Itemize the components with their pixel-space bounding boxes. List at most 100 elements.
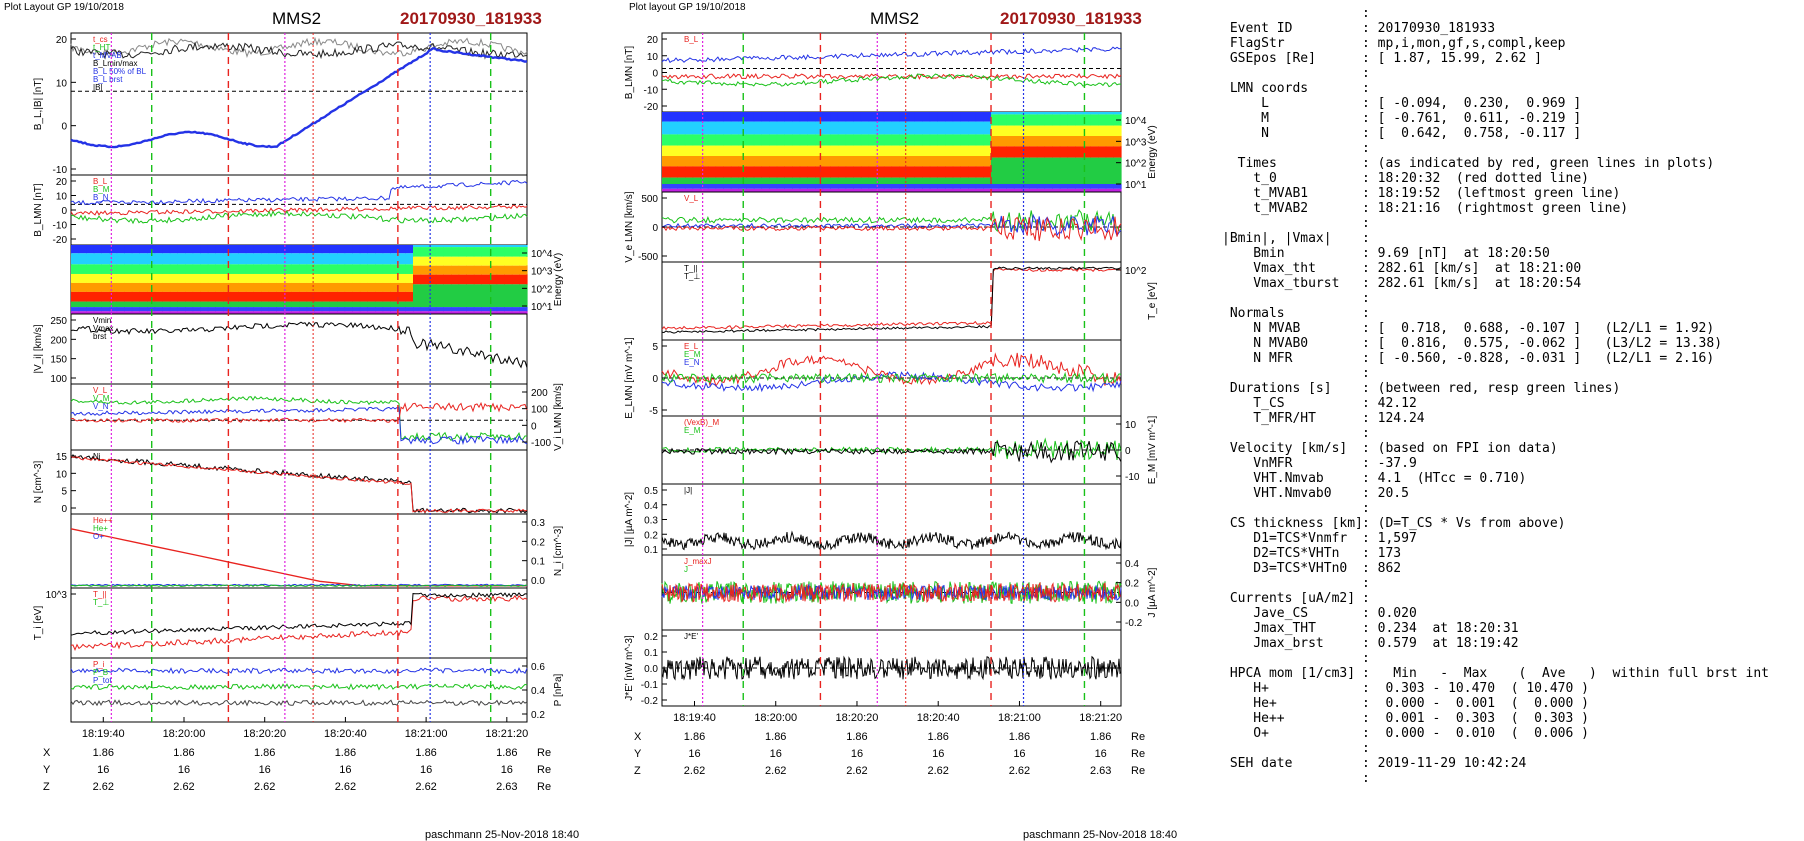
- info-key: Normals: [1222, 306, 1285, 321]
- coord-value: 2.62: [765, 765, 786, 777]
- spectrogram-cell: [511, 274, 520, 285]
- spectrogram-cell: [177, 273, 186, 283]
- spectrogram-cell: [352, 273, 361, 283]
- spectrogram-cell: [876, 145, 885, 156]
- info-row: :: [1222, 651, 1769, 666]
- spectrogram-cell: [1082, 136, 1091, 147]
- spectrogram-cell: [1036, 125, 1046, 136]
- spectrogram-cell: [420, 311, 429, 314]
- spectrogram-cell: [975, 177, 984, 184]
- spectrogram-cell: [489, 284, 498, 308]
- spectrogram-cell: [291, 273, 300, 283]
- axis-label: E_LMN [mV m^-1]: [624, 337, 635, 419]
- spectrogram-cell: [906, 177, 916, 184]
- spectrogram-cell: [131, 307, 140, 312]
- spectrogram-cell: [291, 245, 300, 254]
- spectrogram-cell: [1021, 188, 1030, 192]
- spectrogram-cell: [169, 245, 178, 254]
- spectrogram-cell: [207, 311, 216, 314]
- spectrogram-cell: [860, 166, 870, 178]
- spectrogram-cell: [139, 307, 148, 312]
- spectrogram-cell: [481, 311, 490, 314]
- spectrogram-cell: [937, 188, 946, 192]
- spectrogram-cell: [352, 264, 361, 274]
- spectrogram-cell: [306, 273, 315, 283]
- tick-label: 0.2: [531, 710, 545, 721]
- spectrogram-cell: [1021, 125, 1030, 136]
- spectrogram-cell: [147, 301, 156, 308]
- info-row: D1=TCS*Vnmfr: 1,597: [1222, 531, 1769, 546]
- spectrogram-cell: [837, 156, 847, 167]
- tick-label: 10: [56, 469, 68, 480]
- spectrogram-cell: [283, 311, 292, 314]
- panel-frame: [661, 261, 1122, 341]
- spectrogram-cell: [420, 307, 429, 312]
- spectrogram-cell: [276, 311, 285, 314]
- spectrogram-cell: [261, 245, 270, 254]
- spectrogram-cell: [268, 307, 277, 312]
- spectrogram-cell: [1052, 146, 1061, 158]
- spectrogram-cell: [975, 166, 984, 178]
- spectrogram-cell: [375, 245, 384, 254]
- spectrogram-cell: [1036, 157, 1046, 184]
- spectrogram-cell: [929, 134, 938, 146]
- info-value: :: [1362, 591, 1370, 606]
- spectrogram-cell: [1067, 157, 1076, 184]
- spectrogram-cell: [952, 188, 961, 192]
- spectrogram-cell: [998, 112, 1007, 115]
- spectrogram-cell: [868, 112, 877, 122]
- spectrogram-cell: [929, 112, 938, 122]
- tick-label: 5: [652, 342, 658, 353]
- info-value: : 0.001 - 0.303 ( 0.303 ): [1362, 711, 1589, 726]
- spectrogram-cell: [306, 245, 315, 254]
- spectrogram-cell: [669, 177, 678, 184]
- spectrogram-cell: [968, 184, 977, 189]
- axis-label: N [cm^-3]: [33, 461, 44, 504]
- tick-label: -100: [531, 438, 551, 449]
- spectrogram-cell: [891, 112, 900, 122]
- info-row: t_MVAB1: 18:19:52 (leftmost green line): [1222, 186, 1769, 201]
- spectrogram-cell: [1113, 184, 1122, 189]
- info-key: D3=TCS*VHTn0: [1222, 561, 1348, 576]
- tick-label: -20: [53, 235, 68, 246]
- info-row: Jave_CS: 0.020: [1222, 606, 1769, 621]
- spectrogram-cell: [968, 188, 977, 192]
- spectrogram-cell: [306, 282, 315, 292]
- spectrogram-cell: [707, 177, 717, 184]
- spectrogram-cell: [860, 177, 870, 184]
- spectrogram-cell: [413, 265, 422, 275]
- tick-label: 20: [56, 35, 68, 46]
- spectrogram-cell: [868, 145, 877, 156]
- spectrogram-cell: [131, 282, 140, 292]
- spectrogram-cell: [707, 156, 717, 167]
- spectrogram-cell: [883, 188, 893, 192]
- spectrogram-cell: [215, 301, 224, 308]
- spectrogram-cell: [1098, 157, 1107, 184]
- spectrogram-cell: [845, 184, 854, 189]
- spectrogram-cell: [914, 112, 923, 122]
- spectrogram-cell: [299, 264, 308, 274]
- tick-label: 10^4: [531, 249, 553, 260]
- info-value: :: [1362, 501, 1370, 516]
- spectrogram-cell: [147, 291, 156, 302]
- spectrogram-cell: [945, 166, 954, 178]
- spectrogram-cell: [139, 291, 148, 302]
- legend-entry: B_L brst: [93, 75, 123, 84]
- panel: 20 10 0 -10 -20 B_LMN [nT] B_LB_MB_N: [33, 174, 528, 246]
- spectrogram-cell: [1113, 188, 1122, 192]
- tick-label: 0.2: [644, 530, 658, 541]
- spectrogram-cell: [109, 245, 118, 254]
- spectrogram-cell: [496, 307, 505, 312]
- spectrogram-cell: [738, 184, 747, 189]
- spectrogram-cell: [960, 121, 969, 135]
- info-value: : Min - Max ( Ave ) within full brst int: [1362, 666, 1769, 681]
- spectrogram-cell: [677, 134, 686, 146]
- spectrogram-cell: [929, 145, 938, 156]
- axis-label: B_L,|B| [nT]: [33, 78, 44, 131]
- spectrogram-cell: [390, 253, 399, 265]
- spectrogram-cell: [359, 282, 368, 292]
- spectrogram-cell: [276, 264, 285, 274]
- legend-entry: Vmax: [93, 324, 113, 333]
- tick-label: -500: [638, 252, 658, 263]
- legend-entry: B_L: [684, 35, 699, 44]
